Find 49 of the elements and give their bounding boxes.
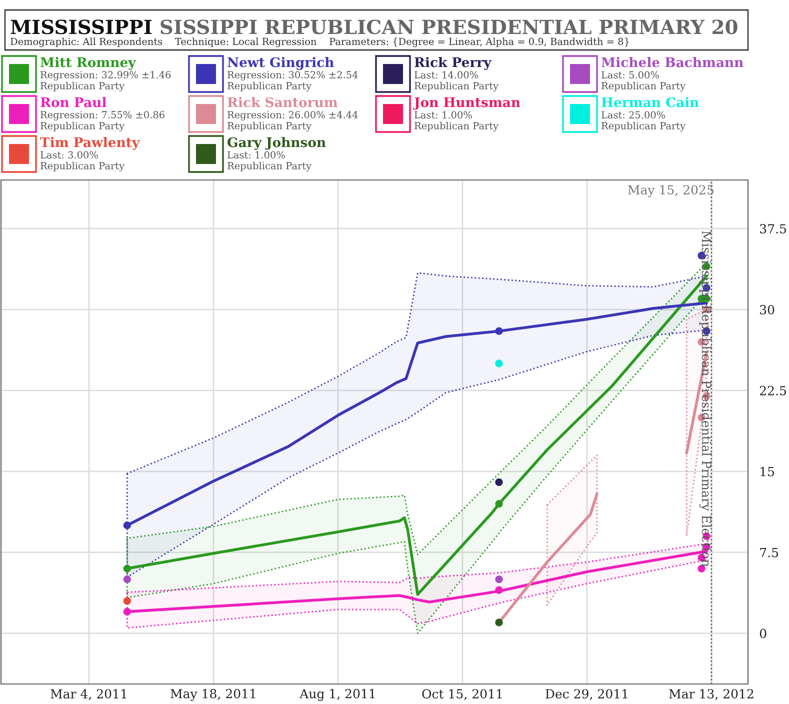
x-tick-label: Dec 29, 2011 (546, 689, 628, 700)
chart-subtitle: SISSIPPI REPUBLICAN PRESIDENTIAL PRIMARY 20 (160, 20, 738, 34)
y-tick-label: 22.5 (760, 386, 786, 396)
point (495, 500, 503, 508)
x-tick-label: Mar 4, 2011 (50, 689, 126, 700)
point (123, 608, 131, 616)
text: Mitt Romney (40, 57, 136, 70)
text: Regression: 32.99% ±1.46 Republican Party (40, 71, 171, 92)
point (495, 586, 503, 594)
text: Rick Santorum (228, 97, 338, 108)
text: Last: 3.00% Republican Party (40, 151, 125, 172)
text: Michele Bachmann (602, 57, 744, 68)
y-tick-label: 30 (760, 304, 774, 314)
text: Last: 1.00% Republican Party (414, 111, 499, 132)
y-tick-label: 15 (760, 466, 774, 476)
text: Last: 5.00% Republican Party (602, 71, 686, 92)
text: Tim Pawlenty (40, 137, 140, 150)
text: Regression: 7.55% ±0.86 Republican Party (40, 111, 164, 132)
y-tick-label: 37.5 (760, 224, 786, 234)
text: Gary Johnson (228, 137, 326, 150)
text: Ron Paul (40, 97, 106, 108)
text: Last: 14.00% Republican Party (414, 71, 499, 92)
y-tick-label: 0 (760, 628, 766, 638)
text: Rick Perry (414, 57, 492, 70)
text: Last: 1.00% Republican Party (228, 151, 312, 172)
y-tick-label: 7.5 (760, 548, 778, 558)
ref-line-label: Mississippi Republican Presidential Primary Election (699, 231, 712, 567)
point (495, 327, 503, 335)
point (495, 360, 503, 368)
text: Last: 25.00% Republican Party (602, 111, 686, 132)
x-tick-label: Oct 15, 2011 (422, 689, 502, 700)
x-tick-label: Mar 13, 2012 (669, 689, 754, 700)
point (495, 478, 503, 486)
point (495, 618, 503, 626)
annotation: May 15, 2025 (628, 185, 714, 198)
chart-title: MISSISSIPPI (10, 20, 152, 34)
point (495, 576, 503, 584)
text: Regression: 30.52% ±2.54 Republican Party (228, 71, 358, 92)
legend-label: Jon Huntsman (413, 97, 520, 110)
x-tick-label: Aug 1, 2011 (300, 688, 375, 701)
point (123, 576, 131, 584)
point (123, 522, 131, 530)
text: Herman Cain (602, 97, 699, 108)
point (123, 597, 131, 605)
x-tick-label: May 18, 2011 (170, 688, 256, 701)
text: Demographic: All Respondents Technique: Local Regression Parameters: {Degree = Linear, Alpha = 0.9, Bandwidth = 8} (10, 38, 629, 48)
text: Newt Gingrich (228, 57, 334, 70)
text: Regression: 26.00% ±4.44 Republican Party (228, 111, 358, 132)
point (123, 564, 131, 572)
